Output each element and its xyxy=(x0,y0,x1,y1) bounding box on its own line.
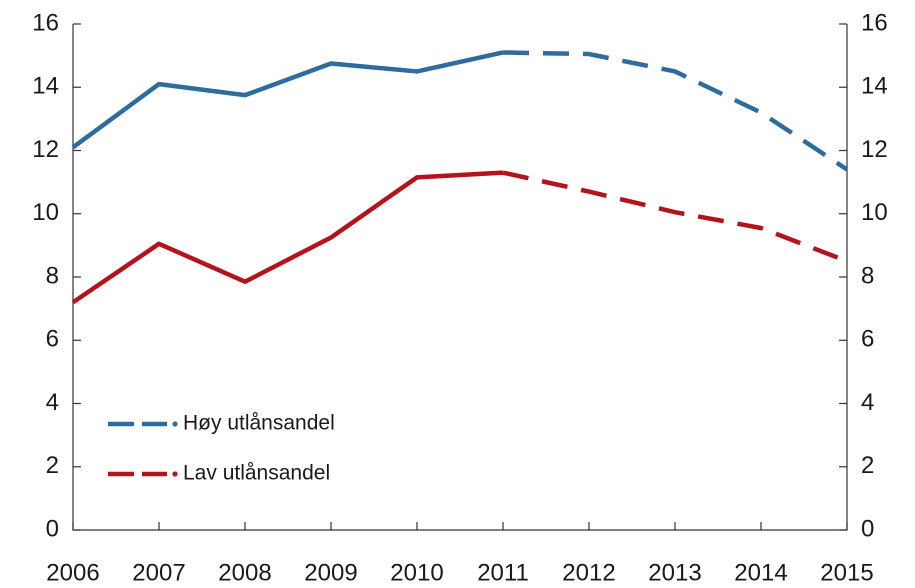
legend-label: Høy utlånsandel xyxy=(183,412,335,435)
x-tick-label: 2008 xyxy=(218,559,271,586)
y-tick-label: 6 xyxy=(46,326,59,353)
x-tick-label: 2015 xyxy=(820,559,873,586)
x-tick-label: 2011 xyxy=(477,559,529,586)
x-tick-label: 2010 xyxy=(390,559,443,586)
y2-tick-label: 16 xyxy=(861,9,888,36)
x-tick-label: 2014 xyxy=(734,559,787,586)
x-tick-label: 2006 xyxy=(46,559,99,586)
series-line xyxy=(71,50,504,150)
legend-dot xyxy=(172,471,178,477)
y2-tick-label: 4 xyxy=(861,389,874,416)
y-tick-label: 16 xyxy=(32,9,59,36)
y-tick-label: 14 xyxy=(32,73,59,100)
y2-tick-label: 8 xyxy=(861,262,874,289)
series-line xyxy=(502,50,849,172)
legend-label: Lav utlånsandel xyxy=(183,462,330,485)
x-tick-label: 2012 xyxy=(562,559,615,586)
y2-tick-label: 2 xyxy=(861,452,874,479)
series-line xyxy=(71,170,504,305)
y-tick-label: 4 xyxy=(46,389,59,416)
y2-tick-label: 0 xyxy=(861,515,874,542)
x-tick-label: 2013 xyxy=(648,559,701,586)
y2-tick-label: 14 xyxy=(861,73,888,100)
y2-tick-label: 12 xyxy=(861,136,888,163)
axis-frame xyxy=(72,24,848,531)
legend-dot xyxy=(172,421,178,427)
x-tick-label: 2009 xyxy=(304,559,357,586)
y-tick-label: 2 xyxy=(46,452,59,479)
y2-tick-label: 6 xyxy=(861,326,874,353)
x-tick-label: 2007 xyxy=(132,559,185,586)
y-tick-label: 12 xyxy=(32,136,59,163)
y2-tick-label: 10 xyxy=(861,199,888,226)
y-tick-label: 8 xyxy=(46,262,59,289)
series-line xyxy=(502,170,848,264)
y-tick-label: 0 xyxy=(46,515,59,542)
y-tick-label: 10 xyxy=(32,199,59,226)
